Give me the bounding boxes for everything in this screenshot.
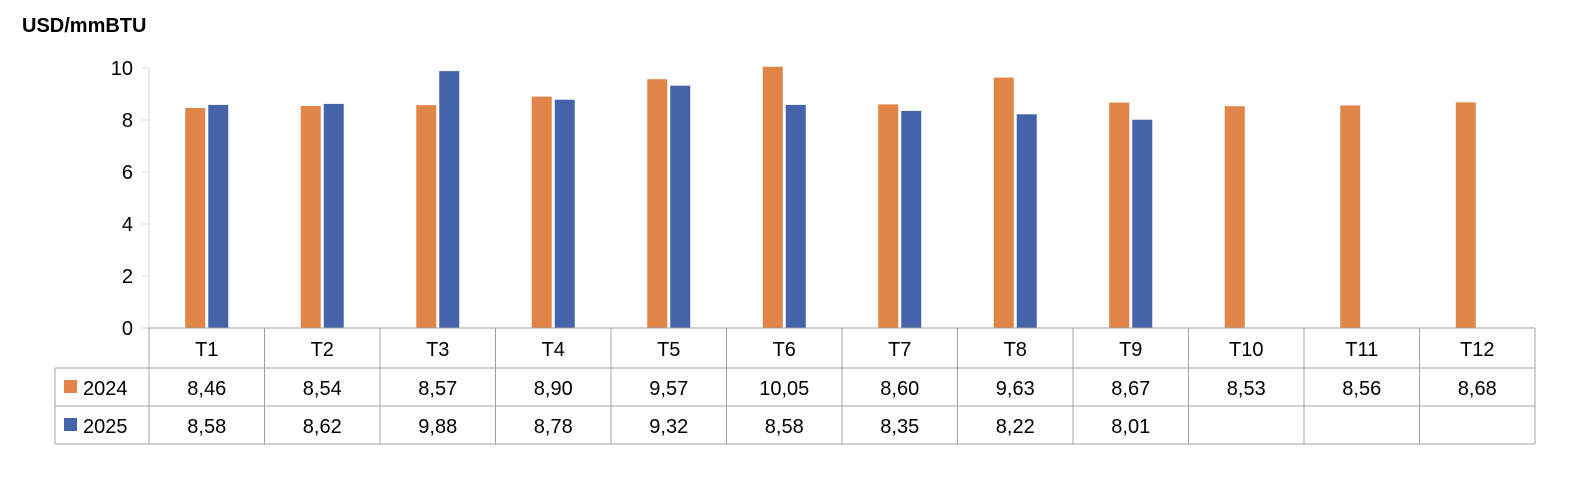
y-axis-title: USD/mmBTU (22, 15, 146, 37)
legend-swatch-2024 (64, 380, 77, 393)
bar-2024-T7 (878, 104, 899, 329)
data-label-2024: 8,56 (1342, 378, 1381, 400)
data-label-2025: 8,78 (534, 416, 573, 438)
bar-2024-T2 (300, 105, 321, 329)
y-tick-label: 8 (122, 110, 133, 132)
bar-2024-T6 (762, 66, 783, 328)
x-tick-label: T11 (1345, 339, 1378, 361)
bar-2025-T1 (208, 104, 229, 328)
bar-2024-T9 (1109, 102, 1130, 328)
legend-label-2024: 2024 (83, 378, 128, 400)
x-tick-label: T6 (773, 339, 796, 361)
legend-swatch-2025 (64, 418, 77, 431)
x-tick-label: T1 (195, 339, 218, 361)
bar-2024-T5 (647, 79, 668, 329)
bar-2025-T3 (439, 71, 460, 329)
y-tick-label: 6 (122, 162, 133, 184)
x-tick-label: T9 (1119, 339, 1142, 361)
y-tick-label: 10 (111, 58, 133, 80)
data-label-2024: 8,60 (880, 378, 919, 400)
x-tick-label: T8 (1004, 339, 1027, 361)
data-label-2025: 8,22 (996, 416, 1035, 438)
bar-2025-T8 (1016, 114, 1037, 328)
bar-2025-T5 (670, 85, 691, 329)
bar-2025-T6 (785, 104, 806, 328)
legend-label-2025: 2025 (83, 416, 128, 438)
bar-2024-T12 (1455, 102, 1476, 328)
data-label-2024: 10,05 (759, 378, 809, 400)
data-label-2024: 8,53 (1227, 378, 1266, 400)
x-tick-label: T2 (311, 339, 334, 361)
y-tick-label: 2 (122, 266, 133, 288)
bar-2024-T1 (185, 108, 206, 328)
data-label-2025: 8,58 (765, 416, 804, 438)
y-tick-label: 4 (122, 214, 133, 236)
bar-2024-T10 (1224, 106, 1245, 328)
data-label-2024: 8,90 (534, 378, 573, 400)
data-label-2025: 9,88 (418, 416, 457, 438)
bar-2025-T2 (323, 103, 344, 328)
bar-2024-T8 (993, 77, 1014, 329)
x-tick-label: T7 (888, 339, 911, 361)
data-label-2025: 8,58 (187, 416, 226, 438)
x-tick-label: T12 (1460, 339, 1494, 361)
bar-2025-T7 (901, 110, 922, 329)
x-tick-label: T3 (426, 339, 449, 361)
bar-2025-T9 (1132, 119, 1153, 329)
bar-2025-T4 (554, 99, 575, 328)
data-label-2024: 8,57 (418, 378, 457, 400)
x-tick-label: T4 (542, 339, 565, 361)
data-label-2024: 8,68 (1458, 378, 1497, 400)
data-label-2024: 9,57 (649, 378, 688, 400)
x-tick-label: T10 (1229, 339, 1263, 361)
data-label-2025: 9,32 (649, 416, 688, 438)
data-label-2024: 8,67 (1111, 378, 1150, 400)
data-label-2025: 8,01 (1111, 416, 1150, 438)
data-label-2025: 8,62 (303, 416, 342, 438)
bar-2024-T3 (416, 105, 437, 329)
data-label-2024: 8,54 (303, 378, 342, 400)
data-label-2024: 8,46 (187, 378, 226, 400)
bar-2024-T4 (531, 96, 552, 328)
bar-2024-T11 (1340, 105, 1361, 328)
data-label-2025: 8,35 (880, 416, 919, 438)
y-tick-label: 0 (122, 318, 133, 340)
x-tick-label: T5 (657, 339, 680, 361)
data-label-2024: 9,63 (996, 378, 1035, 400)
